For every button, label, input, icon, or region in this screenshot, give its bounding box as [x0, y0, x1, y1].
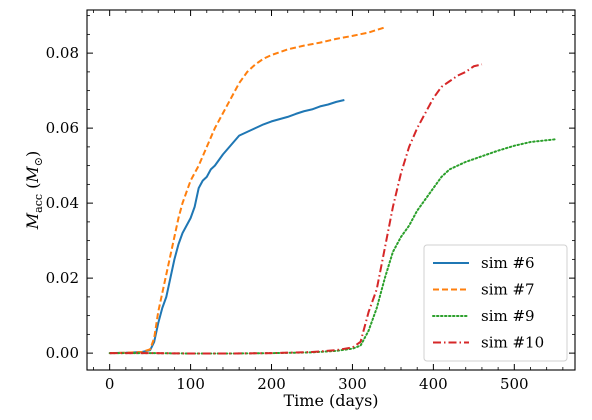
plot-area-frame — [86, 9, 576, 371]
legend: sim #6 sim #7 sim #9 sim #10 — [423, 244, 568, 362]
ticks-layer: 0 100 200 300 400 500 0.00 0.02 0.04 0.06 0.08 — [46, 10, 575, 393]
legend-label-4: sim #10 — [481, 334, 544, 352]
y-tick-label: 0.00 — [46, 344, 79, 362]
x-tick-label: 0 — [105, 375, 115, 393]
legend-label-2: sim #7 — [481, 281, 535, 299]
x-tick-label: 300 — [338, 375, 367, 393]
x-tick-label: 100 — [176, 375, 205, 393]
y-tick-label: 0.06 — [46, 119, 79, 137]
series-line-1 — [109, 99, 345, 355]
y-tick-label: 0.08 — [46, 44, 79, 62]
series-line-4 — [109, 63, 483, 355]
x-tick-label: 500 — [500, 375, 529, 393]
legend-label-1: sim #6 — [481, 254, 535, 272]
legend-box — [423, 244, 568, 362]
series-layer — [108, 25, 556, 355]
x-tick-label: 200 — [257, 375, 286, 393]
series-line-3 — [108, 138, 556, 355]
y-tick-label: 0.04 — [46, 194, 79, 212]
y-tick-label: 0.02 — [46, 269, 79, 287]
series-line-2 — [109, 25, 387, 355]
x-axis-title: Time (days) — [283, 391, 378, 410]
x-tick-label: 400 — [419, 375, 448, 393]
legend-label-3: sim #9 — [481, 307, 535, 325]
y-axis-title: Macc (M⊙) — [23, 151, 45, 230]
